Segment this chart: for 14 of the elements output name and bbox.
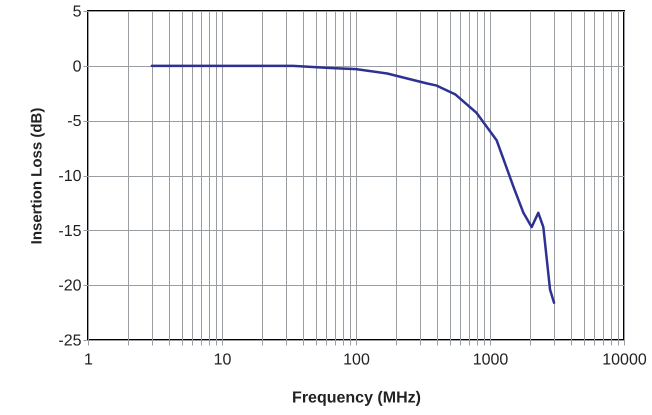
y-tick-label: -20	[58, 278, 82, 295]
y-axis-title: Insertion Loss (dB)	[28, 108, 46, 244]
x-tick-label: 1000	[472, 352, 508, 368]
y-tick-label: -25	[58, 332, 82, 350]
y-tick-label: -15	[58, 222, 82, 240]
x-tick-label: 10	[214, 352, 232, 368]
x-tick-label: 1	[84, 352, 94, 368]
x-tick-label: 10000	[602, 352, 647, 368]
y-tick-label: -10	[58, 168, 82, 185]
x-axis-title: Frequency (MHz)	[292, 390, 421, 406]
y-tick-label: 0	[72, 58, 82, 76]
x-tick-label: 100	[343, 352, 370, 368]
y-tick-label: 5	[72, 4, 82, 20]
y-tick-label: -5	[67, 113, 82, 130]
